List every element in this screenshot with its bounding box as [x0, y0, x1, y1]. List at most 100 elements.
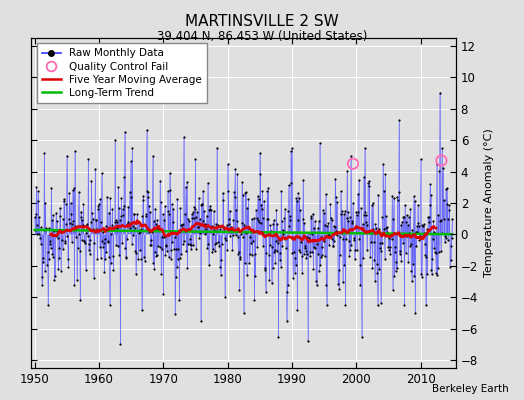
- Point: [447, 242, 455, 249]
- Point: [371, 278, 379, 284]
- Point: [289, 235, 298, 241]
- Point: [418, 222, 427, 228]
- Point: [378, 240, 386, 246]
- Point: [372, 225, 380, 232]
- Point: [359, 174, 368, 180]
- Point: [151, 220, 160, 227]
- Point: [408, 278, 416, 284]
- Point: [430, 229, 439, 235]
- Point: [83, 225, 91, 232]
- Point: [46, 238, 54, 244]
- Point: [364, 180, 372, 186]
- Point: [402, 212, 411, 218]
- Point: [314, 218, 323, 224]
- Point: [387, 232, 395, 238]
- Point: [271, 260, 279, 266]
- Point: [259, 242, 267, 249]
- Point: [32, 184, 40, 190]
- Point: [373, 260, 381, 267]
- Point: [236, 256, 244, 262]
- Point: [241, 190, 249, 196]
- Point: [163, 248, 171, 254]
- Point: [355, 235, 364, 242]
- Point: [143, 188, 151, 194]
- Point: [241, 260, 249, 266]
- Point: [375, 226, 383, 233]
- Point: [294, 247, 303, 254]
- Point: [257, 220, 265, 226]
- Point: [340, 211, 348, 218]
- Point: [58, 237, 66, 243]
- Point: [409, 193, 418, 200]
- Point: [293, 307, 301, 313]
- Point: [173, 196, 181, 202]
- Y-axis label: Temperature Anomaly (°C): Temperature Anomaly (°C): [484, 129, 494, 277]
- Point: [239, 310, 248, 316]
- Point: [300, 251, 308, 257]
- Point: [41, 200, 50, 206]
- Point: [420, 221, 429, 227]
- Point: [270, 246, 279, 253]
- Point: [319, 238, 328, 244]
- Point: [366, 238, 375, 245]
- Point: [354, 190, 362, 197]
- Point: [256, 150, 264, 156]
- Point: [169, 219, 177, 226]
- Point: [99, 229, 107, 235]
- Point: [43, 262, 51, 268]
- Point: [390, 249, 399, 255]
- Point: [65, 216, 73, 222]
- Point: [307, 212, 315, 219]
- Point: [141, 213, 150, 220]
- Point: [439, 165, 447, 172]
- Point: [52, 210, 60, 216]
- Point: [388, 287, 397, 293]
- Point: [229, 232, 237, 238]
- Point: [193, 224, 202, 230]
- Point: [211, 248, 219, 255]
- Point: [307, 215, 315, 221]
- Point: [36, 235, 44, 242]
- Point: [68, 239, 76, 246]
- Point: [202, 226, 210, 232]
- Point: [261, 289, 270, 296]
- Point: [219, 190, 227, 196]
- Point: [288, 145, 296, 151]
- Point: [270, 249, 278, 256]
- Point: [267, 280, 276, 286]
- Point: [297, 253, 305, 260]
- Point: [368, 265, 376, 271]
- Point: [411, 228, 420, 235]
- Point: [30, 214, 39, 220]
- Point: [109, 267, 117, 273]
- Point: [56, 212, 64, 219]
- Point: [427, 192, 435, 198]
- Point: [149, 260, 157, 266]
- Point: [62, 201, 70, 207]
- Point: [356, 282, 365, 288]
- Point: [143, 126, 151, 133]
- Point: [232, 207, 241, 214]
- Point: [163, 188, 172, 195]
- Point: [177, 251, 185, 257]
- Point: [339, 236, 347, 242]
- Point: [331, 224, 339, 230]
- Point: [411, 310, 419, 316]
- Point: [74, 188, 83, 195]
- Point: [237, 220, 246, 226]
- Point: [286, 212, 294, 219]
- Point: [421, 241, 429, 247]
- Point: [231, 165, 239, 172]
- Point: [283, 289, 291, 296]
- Point: [298, 216, 307, 222]
- Point: [352, 209, 361, 215]
- Point: [392, 258, 400, 265]
- Point: [158, 246, 167, 252]
- Point: [96, 254, 105, 261]
- Point: [368, 200, 377, 206]
- Point: [77, 214, 85, 220]
- Point: [397, 222, 405, 228]
- Point: [312, 278, 320, 284]
- Point: [282, 245, 290, 251]
- Point: [345, 214, 354, 220]
